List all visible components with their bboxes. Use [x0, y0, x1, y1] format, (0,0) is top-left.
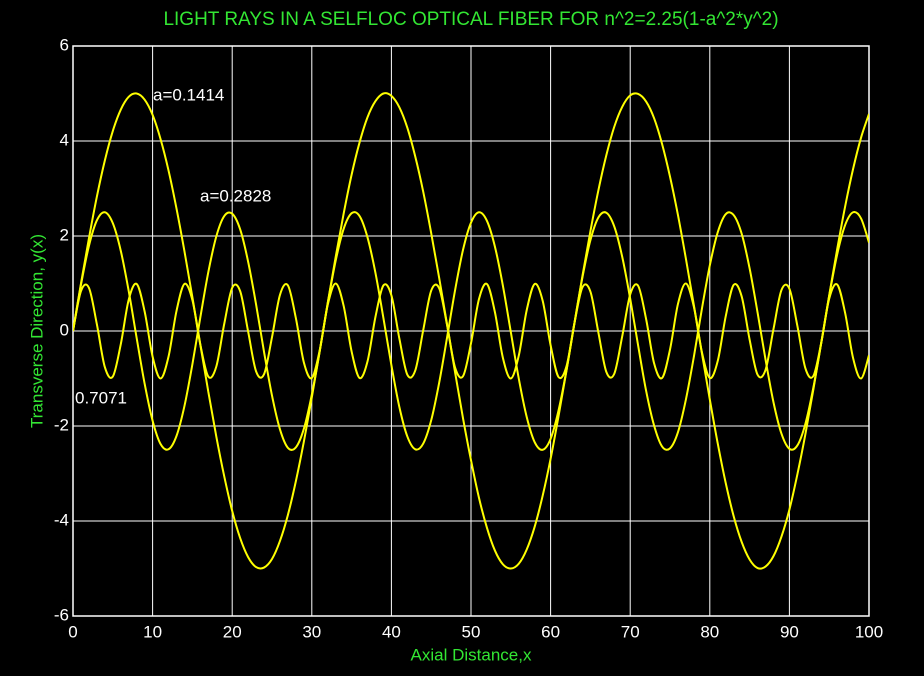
y-tick-label: -4 [54, 510, 69, 529]
annotation: a=0.1414 [153, 85, 224, 104]
series-line [73, 210, 869, 451]
series-line [73, 92, 869, 570]
x-tick-label: 60 [541, 622, 560, 641]
chart-title: LIGHT RAYS IN A SELFLOC OPTICAL FIBER FO… [163, 9, 778, 30]
x-tick-label: 10 [143, 622, 162, 641]
x-tick-label: 20 [223, 622, 242, 641]
x-tick-label: 40 [382, 622, 401, 641]
x-tick-label: 80 [700, 622, 719, 641]
annotation: a=0.2828 [200, 186, 271, 205]
x-tick-label: 100 [855, 622, 883, 641]
y-tick-label: 4 [60, 130, 69, 149]
y-tick-label: 6 [60, 35, 69, 54]
y-tick-label: 0 [60, 320, 69, 339]
y-axis-label: Transverse Direction, y(x) [27, 234, 46, 428]
x-tick-label: 70 [621, 622, 640, 641]
x-tick-label: 50 [462, 622, 481, 641]
x-axis-label: Axial Distance,x [411, 645, 532, 664]
series-line [73, 282, 869, 380]
y-tick-label: 2 [60, 225, 69, 244]
x-tick-label: 0 [68, 622, 77, 641]
y-tick-label: -2 [54, 415, 69, 434]
x-tick-label: 30 [302, 622, 321, 641]
y-tick-label: -6 [54, 605, 69, 624]
annotation: 0.7071 [75, 388, 127, 407]
x-tick-label: 90 [780, 622, 799, 641]
